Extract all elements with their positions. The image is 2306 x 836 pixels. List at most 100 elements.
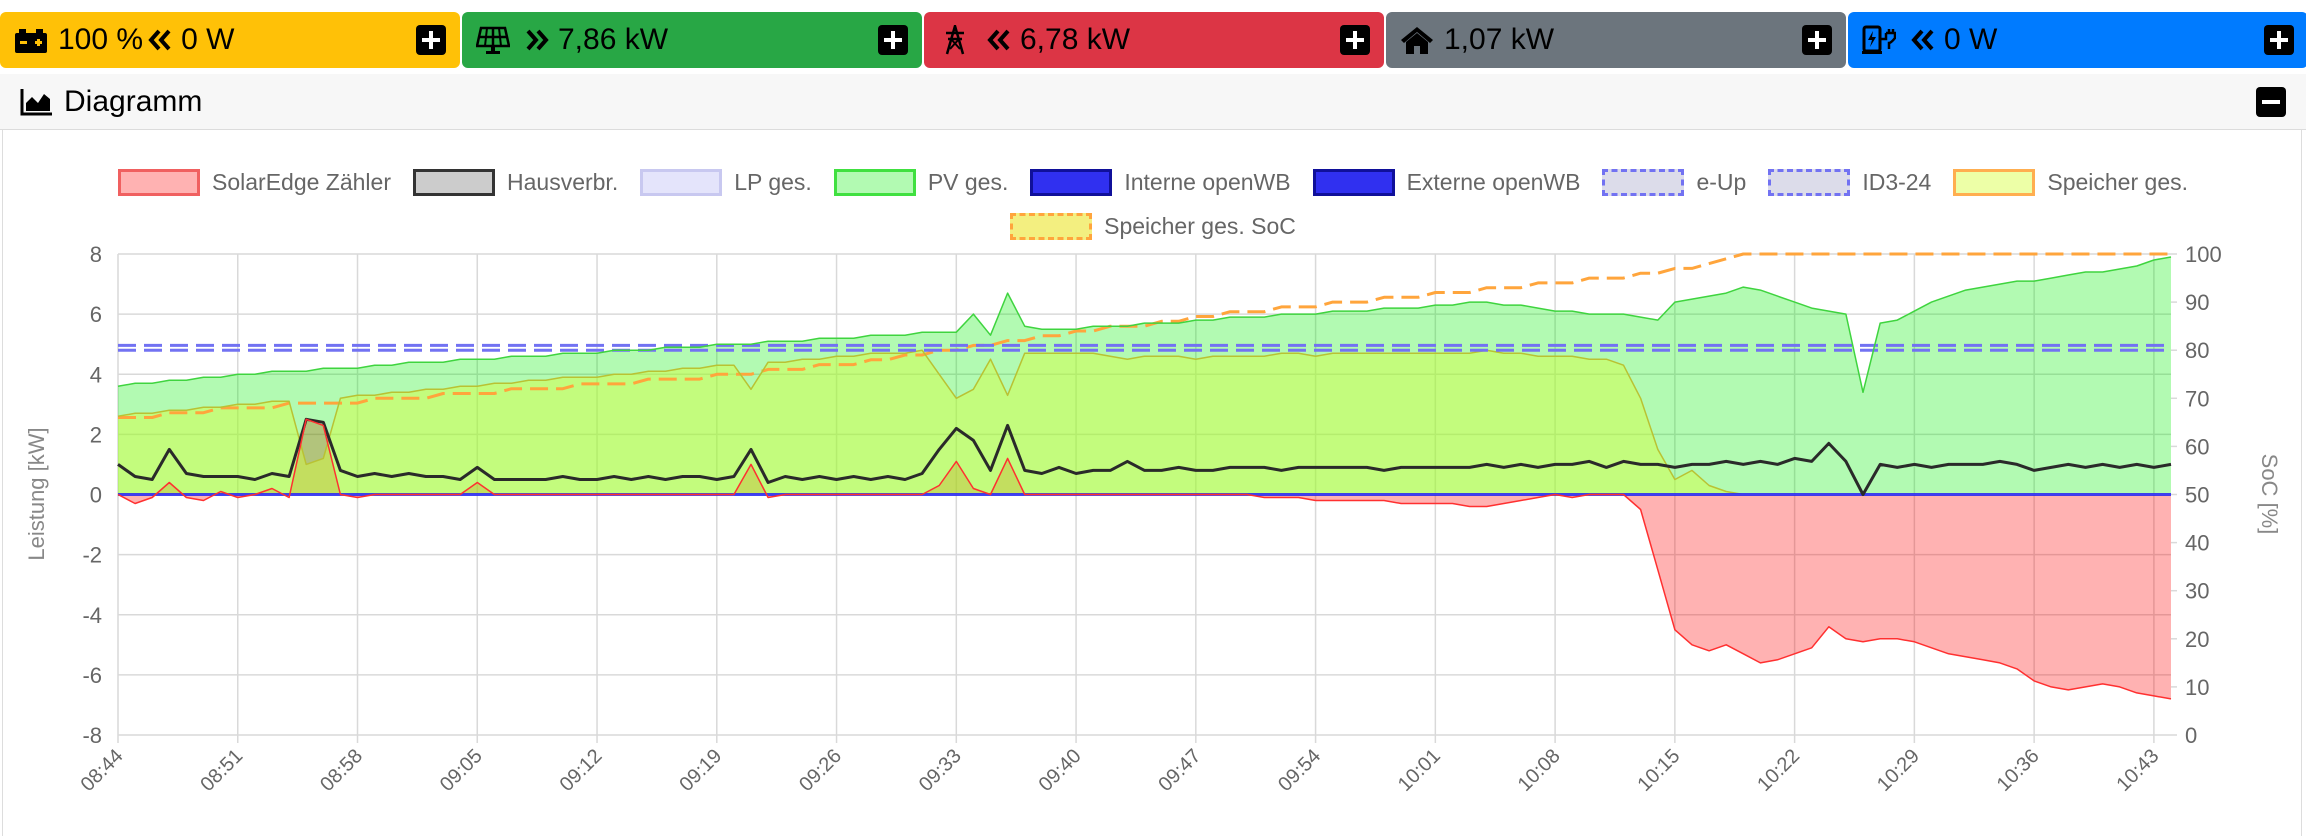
legend-swatch — [1953, 168, 2036, 196]
battery-tile: 100 % 0 W — [0, 12, 460, 68]
y2-tick-label: 90 — [2185, 290, 2209, 315]
house-power: 1,07 kW — [1444, 23, 1555, 56]
y-tick-label: 0 — [90, 483, 102, 508]
pv-power: 7,86 kW — [558, 23, 669, 56]
y2-tick-label: 0 — [2185, 723, 2197, 748]
grid-tile: 6,78 kW — [924, 12, 1384, 68]
legend-swatch — [118, 168, 200, 196]
house-icon — [1401, 27, 1433, 54]
x-tick-label: 09:54 — [1274, 745, 1325, 796]
x-tick-label: 08:44 — [77, 745, 128, 796]
x-tick-label: 09:05 — [436, 745, 487, 796]
grid-icon — [945, 25, 965, 55]
y2-tick-label: 60 — [2185, 434, 2209, 459]
y-tick-label: -4 — [82, 603, 102, 628]
y-tick-label: 8 — [90, 242, 102, 267]
chart-card — [2, 130, 2302, 836]
series-line — [117, 417, 2172, 496]
legend-swatch — [1010, 212, 1093, 240]
area — [118, 419, 2171, 699]
expand-button[interactable] — [416, 25, 446, 55]
legend-label: Speicher ges. SoC — [1104, 212, 1296, 239]
legend-label: LP ges. — [734, 168, 812, 195]
area — [118, 350, 2171, 495]
x-tick-label: 09:19 — [675, 745, 726, 796]
y2-tick-label: 50 — [2185, 483, 2209, 508]
legend-label: SolarEdge Zähler — [212, 168, 391, 195]
legend-item[interactable]: Hausverbr. — [413, 168, 619, 196]
y-tick-label: 2 — [90, 422, 102, 447]
y2-axis-title: SoC [%] — [2257, 454, 2282, 535]
y2-tick-label: 70 — [2185, 386, 2209, 411]
chevrons-left — [1911, 29, 1934, 51]
battery-icon — [15, 29, 47, 53]
legend: SolarEdge Zähler Hausverbr. LP ges. PV ges.… — [0, 160, 2306, 248]
collapse-button[interactable] — [2256, 87, 2286, 117]
chevrons-right — [526, 29, 549, 51]
charger-icon — [1862, 25, 1896, 54]
x-tick-label: 10:15 — [1633, 745, 1684, 796]
y2-tick-label: 30 — [2185, 579, 2209, 604]
y-axis-title: Leistung [kW] — [24, 427, 49, 560]
legend-label: ID3-24 — [1862, 168, 1932, 195]
legend-item[interactable]: Interne openWB — [1030, 168, 1291, 196]
x-tick-label: 08:51 — [196, 745, 247, 796]
battery-soc: 100 % — [58, 23, 144, 56]
legend-label: Hausverbr. — [507, 168, 619, 195]
legend-swatch — [413, 168, 495, 196]
legend-item[interactable]: SolarEdge Zähler — [118, 168, 391, 196]
expand-button[interactable] — [2264, 25, 2294, 55]
legend-swatch — [640, 168, 723, 196]
y-tick-label: -6 — [82, 663, 102, 688]
panel-header: Diagramm — [0, 74, 2306, 130]
panel-title: Diagramm — [64, 84, 203, 118]
legend-label: PV ges. — [927, 168, 1009, 195]
y2-tick-label: 40 — [2185, 531, 2209, 556]
legend-label: Speicher ges. — [2047, 168, 2188, 195]
y-tick-label: -2 — [82, 543, 102, 568]
x-tick-label: 09:47 — [1154, 745, 1205, 796]
legend-label: Externe openWB — [1406, 168, 1581, 195]
battery-power: 0 W — [181, 23, 235, 56]
series-line — [118, 252, 2171, 419]
legend-item[interactable]: Speicher ges. SoC — [1010, 212, 1296, 240]
expand-button[interactable] — [1802, 25, 1832, 55]
legend-item[interactable]: Speicher ges. — [1953, 168, 2188, 196]
legend-item[interactable]: Externe openWB — [1312, 168, 1581, 196]
x-tick-label: 09:40 — [1035, 745, 1086, 796]
x-tick-label: 10:43 — [2112, 745, 2163, 796]
y2-tick-label: 20 — [2185, 627, 2209, 652]
expand-button[interactable] — [878, 25, 908, 55]
legend-label: Interne openWB — [1124, 168, 1291, 195]
x-tick-label: 09:12 — [556, 745, 607, 796]
series-line — [117, 418, 2172, 700]
grid-power: 6,78 kW — [1020, 23, 1131, 56]
y2-tick-label: 80 — [2185, 338, 2209, 363]
legend-row: Speicher ges. SoC — [0, 204, 2306, 248]
legend-item[interactable]: LP ges. — [640, 168, 812, 196]
x-tick-label: 08:58 — [316, 745, 367, 796]
legend-swatch — [1602, 168, 1685, 196]
x-tick-label: 10:01 — [1394, 745, 1445, 796]
y2-tick-label: 100 — [2185, 242, 2222, 267]
legend-item[interactable]: PV ges. — [833, 168, 1009, 196]
status-bar: 100 % 0 W 7,86 kW 6,78 kW 1,07 kW 0 W — [0, 12, 2306, 68]
area — [118, 257, 2171, 495]
legend-item[interactable]: e-Up — [1602, 168, 1747, 196]
house-tile: 1,07 kW — [1386, 12, 1846, 68]
legend-swatch — [1312, 168, 1395, 196]
pv-tile: 7,86 kW — [462, 12, 922, 68]
legend-swatch — [1768, 168, 1851, 196]
chart-icon — [20, 88, 52, 115]
x-tick-label: 10:36 — [1993, 745, 2044, 796]
y-tick-label: 6 — [90, 302, 102, 327]
legend-label: e-Up — [1696, 168, 1747, 195]
x-tick-label: 10:22 — [1753, 745, 1804, 796]
legend-item[interactable]: ID3-24 — [1768, 168, 1932, 196]
legend-swatch — [833, 168, 916, 196]
chevrons-left — [987, 29, 1010, 51]
expand-button[interactable] — [1340, 25, 1370, 55]
x-tick-label: 09:26 — [795, 745, 846, 796]
x-tick-label: 10:08 — [1514, 745, 1565, 796]
